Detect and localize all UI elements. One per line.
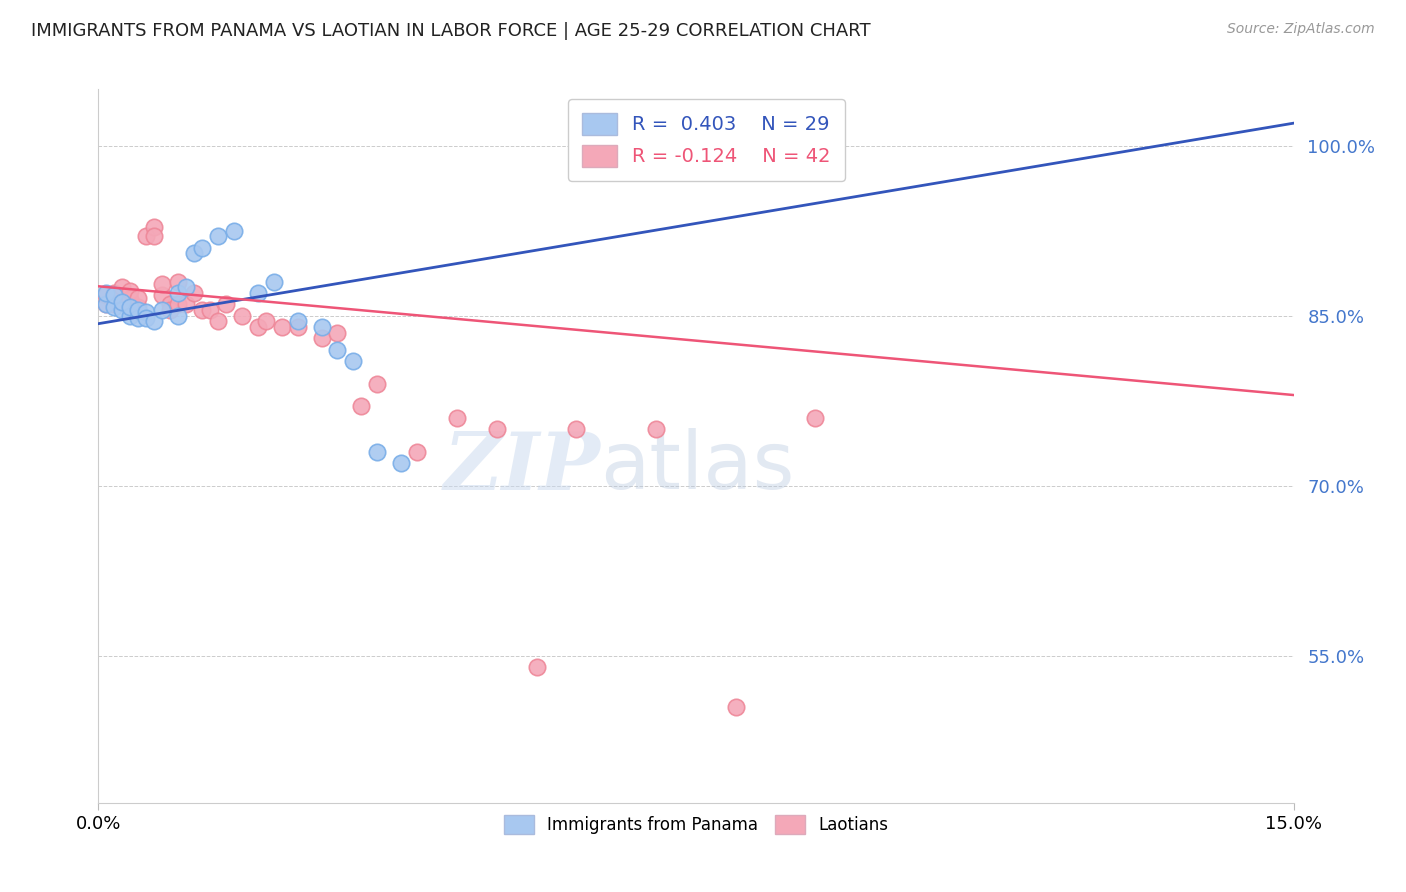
Point (174, 297, 197, 311)
Point (254, 314, 277, 328)
Point (804, 410, 827, 425)
Point (159, 303, 181, 318)
Point (120, 309, 142, 323)
Point (198, 303, 221, 318)
Point (167, 297, 190, 311)
Point (111, 280, 134, 294)
Point (120, 284, 142, 298)
Point (96, 297, 118, 311)
Point (183, 286, 205, 301)
Point (174, 280, 197, 294)
Point (207, 314, 229, 328)
Point (143, 314, 166, 328)
Point (326, 343, 349, 357)
Point (143, 229, 166, 244)
Point (263, 275, 285, 289)
Legend: Immigrants from Panama, Laotians: Immigrants from Panama, Laotians (494, 805, 898, 845)
Point (191, 303, 214, 318)
Point (231, 309, 253, 323)
Point (215, 297, 238, 311)
Point (167, 309, 190, 323)
Point (222, 224, 245, 238)
Point (127, 311, 149, 326)
Point (526, 660, 548, 674)
Point (127, 303, 149, 318)
Point (135, 311, 157, 326)
Point (96, 288, 118, 302)
Point (127, 300, 149, 314)
Point (287, 320, 309, 334)
Text: Source: ZipAtlas.com: Source: ZipAtlas.com (1227, 22, 1375, 37)
Text: atlas: atlas (600, 428, 794, 507)
Point (270, 320, 292, 334)
Point (311, 331, 333, 345)
Point (287, 314, 309, 328)
Point (111, 295, 134, 310)
Point (143, 220, 166, 235)
Point (150, 288, 173, 302)
Point (406, 444, 429, 458)
Point (326, 326, 349, 340)
Point (167, 286, 190, 301)
Point (111, 295, 134, 310)
Point (103, 297, 125, 311)
Point (366, 376, 388, 391)
Point (150, 303, 173, 318)
Point (150, 277, 173, 291)
Point (207, 229, 229, 244)
Point (311, 320, 333, 334)
Point (645, 422, 668, 436)
Point (135, 229, 157, 244)
Point (389, 456, 412, 470)
Point (183, 246, 205, 260)
Point (246, 320, 269, 334)
Point (366, 444, 388, 458)
Text: IMMIGRANTS FROM PANAMA VS LAOTIAN IN LABOR FORCE | AGE 25-29 CORRELATION CHART: IMMIGRANTS FROM PANAMA VS LAOTIAN IN LAB… (31, 22, 870, 40)
Point (191, 241, 214, 255)
Point (135, 305, 157, 319)
Point (446, 410, 468, 425)
Point (96, 297, 118, 311)
Point (159, 297, 181, 311)
Point (246, 286, 269, 301)
Point (724, 699, 747, 714)
Point (120, 292, 142, 306)
Point (120, 300, 142, 314)
Point (111, 303, 134, 318)
Point (342, 354, 364, 368)
Point (96, 286, 118, 301)
Point (350, 400, 373, 414)
Point (103, 286, 125, 301)
Point (127, 291, 149, 305)
Point (565, 422, 588, 436)
Point (167, 275, 190, 289)
Point (103, 300, 125, 314)
Point (485, 422, 508, 436)
Point (103, 288, 125, 302)
Text: ZIP: ZIP (443, 429, 600, 506)
